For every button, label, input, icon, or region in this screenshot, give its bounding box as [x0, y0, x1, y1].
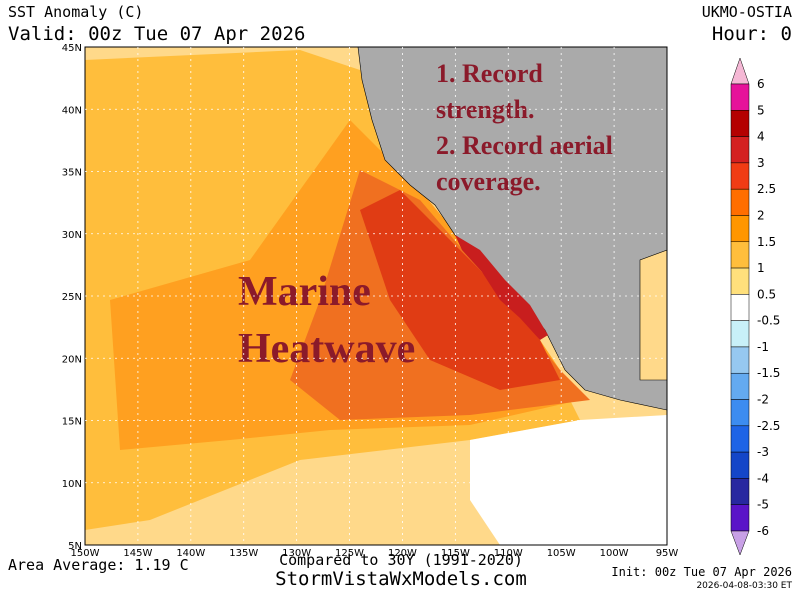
colorbar-box: [730, 215, 750, 243]
lat-label: 15N: [62, 417, 82, 428]
lat-label: 25N: [62, 292, 82, 303]
colorbar-box: [730, 162, 750, 190]
lon-label: 145W: [123, 548, 152, 559]
colorbar-box: [730, 294, 750, 321]
colorbar-box: [730, 451, 750, 479]
colorbar-cap: [730, 530, 750, 556]
lon-label: 130W: [282, 548, 311, 559]
colorbar-box: [730, 320, 750, 348]
colorbar-box: [730, 83, 750, 111]
colorbar-label: -2.5: [757, 419, 780, 433]
init-time: Init: 00z Tue 07 Apr 2026: [611, 565, 792, 579]
lon-label: 135W: [229, 548, 258, 559]
lon-label: 140W: [176, 548, 205, 559]
model: UKMO-OSTIA: [702, 3, 792, 21]
colorbar-label: 1: [757, 261, 765, 275]
colorbar-label: 3: [757, 156, 765, 170]
headline: Marine: [238, 269, 371, 315]
lon-label: 125W: [335, 548, 364, 559]
map: [84, 46, 668, 546]
colorbar-box: [730, 425, 750, 453]
colorbar-box: [730, 504, 750, 532]
colorbar-box: [730, 110, 750, 137]
lon-label: 105W: [547, 548, 576, 559]
annotation: strength.: [436, 95, 534, 124]
colorbar-box: [730, 188, 750, 216]
gulf-of-california: [455, 235, 548, 340]
colorbar-cap: [730, 57, 750, 85]
valid-time: Valid: 00z Tue 07 Apr 2026: [8, 23, 305, 45]
lon-label: 100W: [600, 548, 629, 559]
lon-label: 115W: [441, 548, 470, 559]
colorbar-label: 1.5: [757, 235, 776, 249]
colorbar-label: 4: [757, 130, 765, 144]
colorbar-label: -5: [757, 498, 769, 512]
colorbar-label: -2: [757, 393, 769, 407]
colorbar-label: 0.5: [757, 287, 776, 301]
colorbar-box: [730, 478, 750, 505]
lat-label: 40N: [62, 105, 82, 116]
colorbar-box: [730, 136, 750, 164]
lon-label: 150W: [71, 548, 100, 559]
lat-label: 10N: [62, 479, 82, 490]
colorbar-label: -1.5: [757, 366, 780, 380]
colorbar-label: -4: [757, 471, 769, 485]
hour: Hour: 0: [712, 23, 792, 45]
annotation: 2. Record aerial: [436, 131, 613, 160]
colorbar-label: 5: [757, 103, 765, 117]
lat-label: 5N: [68, 541, 82, 552]
colorbar-label: 2: [757, 208, 765, 222]
lat-label: 20N: [62, 354, 82, 365]
comparison: Compared to 30Y (1991-2020): [279, 551, 523, 569]
lat-label: 45N: [62, 43, 82, 54]
colorbar-box: [730, 372, 750, 400]
lon-label: 110W: [494, 548, 523, 559]
area-average: Area Average: 1.19 C: [8, 556, 189, 574]
colorbar-label: 6: [757, 77, 765, 91]
lon-label: 95W: [656, 548, 679, 559]
colorbar-box: [730, 346, 750, 374]
timestamp: 2026-04-08-03:30 ET: [696, 581, 792, 590]
colorbar-box: [730, 241, 750, 269]
neutral-area: [470, 415, 667, 545]
colorbar-box: [730, 399, 750, 427]
annotation: 1. Record: [436, 59, 543, 88]
title: SST Anomaly (C): [8, 3, 143, 21]
colorbar-label: -3: [757, 445, 769, 459]
lat-label: 30N: [62, 230, 82, 241]
colorbar-label: -0.5: [757, 314, 780, 328]
lon-label: 120W: [388, 548, 417, 559]
site: StormVistaWxModels.com: [275, 568, 527, 590]
hot-area: [360, 190, 560, 390]
lat-label: 35N: [62, 168, 82, 179]
colorbar-label: 2.5: [757, 182, 776, 196]
colorbar-box: [730, 267, 750, 295]
colorbar-label: -1: [757, 340, 769, 354]
colorbar-label: -6: [757, 524, 769, 538]
headline: Heatwave: [238, 326, 415, 372]
